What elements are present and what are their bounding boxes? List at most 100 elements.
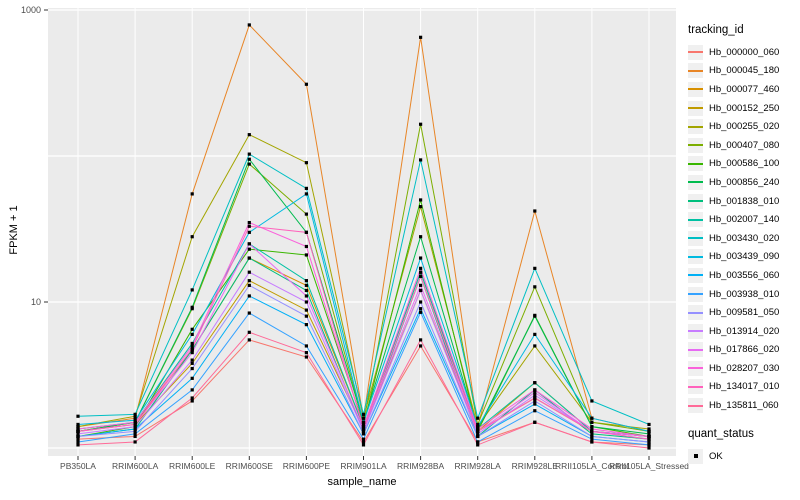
data-point	[304, 212, 308, 216]
legend-entry-label: Hb_000407_080	[709, 139, 780, 151]
legend-entry-Hb_000407_080: Hb_000407_080	[688, 136, 800, 155]
data-point	[361, 429, 366, 433]
data-point	[304, 186, 308, 190]
data-point	[419, 288, 423, 293]
data-point	[590, 416, 594, 420]
data-point	[304, 344, 308, 348]
x-tick-label: RRIM928LE	[512, 461, 559, 471]
data-point	[533, 409, 537, 413]
data-point	[533, 314, 537, 318]
data-point	[419, 158, 423, 162]
data-point	[190, 192, 194, 196]
series-color-line-icon	[688, 385, 703, 388]
x-tick-label: RRIM928LA	[455, 461, 502, 471]
legend-key	[688, 342, 703, 358]
data-point	[533, 266, 537, 270]
data-point	[247, 230, 251, 234]
data-point	[476, 443, 480, 447]
legend-title-quant-status: quant_status	[688, 427, 754, 440]
legend-entry-label: Hb_001838_010	[709, 195, 780, 207]
legend-key	[688, 360, 703, 376]
data-point	[361, 427, 366, 431]
data-point	[647, 429, 651, 433]
data-point	[247, 242, 251, 246]
data-point	[590, 429, 594, 433]
legend-entry-Hb_017866_020: Hb_017866_020	[688, 341, 800, 360]
x-tick-label: RRIM600LA	[112, 461, 159, 471]
data-point	[419, 307, 423, 311]
data-point	[590, 437, 594, 441]
legend-entry-label: Hb_000000_060	[709, 46, 780, 58]
series-color-line-icon	[688, 200, 703, 203]
data-point	[247, 283, 251, 287]
data-point	[247, 330, 251, 334]
legend-entry-label: Hb_000077_460	[709, 83, 780, 95]
data-point	[361, 422, 366, 427]
legend-entry-Hb_003556_060: Hb_003556_060	[688, 266, 800, 285]
series-color-line-icon	[688, 162, 703, 165]
legend-entry-Hb_000586_100: Hb_000586_100	[688, 155, 800, 174]
legend-entry-label: Hb_013914_020	[709, 325, 780, 337]
tracking-id-legend-entries: Hb_000000_060 Hb_000045_180 Hb_000077_460 H…	[688, 43, 800, 415]
data-point	[533, 388, 537, 392]
data-point	[190, 288, 194, 292]
data-point	[590, 427, 594, 431]
data-point	[476, 427, 480, 431]
x-axis-title: sample_name	[327, 476, 397, 488]
legend-entry-quant-ok: OK	[688, 447, 800, 466]
data-point	[190, 376, 194, 380]
data-point	[133, 440, 137, 444]
data-point	[419, 338, 423, 342]
plot-panel	[48, 8, 676, 456]
data-point	[647, 422, 651, 427]
data-point	[647, 434, 651, 439]
legend-entry-label: Hb_003430_020	[709, 232, 780, 244]
data-point	[247, 338, 251, 342]
data-point	[419, 283, 423, 287]
data-point	[419, 235, 423, 239]
legend-key	[688, 212, 703, 228]
data-point	[76, 437, 80, 441]
data-point	[133, 434, 137, 439]
data-point	[304, 294, 308, 298]
series-color-line-icon	[688, 367, 703, 370]
series-color-line-icon	[688, 181, 703, 184]
data-point	[190, 344, 194, 348]
legend: tracking_id Hb_000000_060 Hb_000045_180 Hb…	[688, 24, 800, 465]
legend-entry-Hb_003439_090: Hb_003439_090	[688, 248, 800, 267]
data-point	[361, 416, 366, 420]
legend-key	[688, 286, 703, 302]
data-point	[304, 161, 308, 165]
legend-entry-label: Hb_000856_240	[709, 176, 780, 188]
legend-entry-label: Hb_017866_020	[709, 344, 780, 356]
data-point	[247, 220, 251, 225]
legend-key	[688, 305, 703, 321]
data-point	[419, 344, 423, 348]
legend-entry-Hb_009581_050: Hb_009581_050	[688, 303, 800, 322]
series-color-line-icon	[688, 293, 703, 296]
data-point	[476, 429, 480, 433]
legend-entry-Hb_001838_010: Hb_001838_010	[688, 192, 800, 211]
data-point	[533, 393, 537, 397]
legend-key	[688, 119, 703, 135]
legend-entry-label: Hb_000045_180	[709, 65, 780, 77]
y-tick-label: 1000	[21, 5, 41, 15]
data-point	[419, 310, 423, 314]
data-point	[133, 432, 137, 436]
data-point	[133, 425, 137, 429]
legend-entry-label: Hb_003938_010	[709, 288, 780, 300]
data-point	[190, 351, 194, 355]
data-point	[590, 440, 594, 444]
data-point	[419, 300, 423, 304]
data-point	[419, 274, 423, 278]
data-point	[533, 209, 537, 213]
data-point	[419, 270, 423, 274]
legend-entry-Hb_000152_250: Hb_000152_250	[688, 99, 800, 118]
legend-entry-label: Hb_003556_060	[709, 269, 780, 281]
data-point	[419, 122, 423, 126]
data-point	[247, 311, 251, 315]
x-tick-label: RRIM600PE	[283, 461, 331, 471]
legend-spacer	[688, 415, 800, 428]
data-point	[247, 270, 251, 274]
